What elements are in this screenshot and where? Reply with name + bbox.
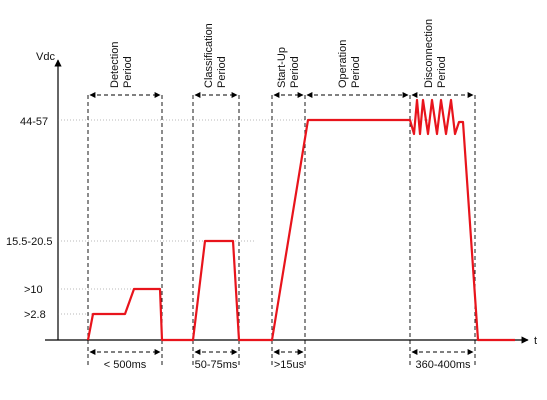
period-label-operation: Operation Period — [337, 40, 362, 88]
period-label-disconnection: Disconnection Period — [423, 19, 448, 88]
period-label-disconnection-line1: Disconnection — [423, 19, 435, 88]
y-axis-label: Vdc — [36, 51, 55, 63]
period-label-classification-line2: Period — [216, 56, 228, 88]
period-label-classification: Classification Period — [203, 23, 228, 88]
x-axis-label: t — [534, 335, 537, 347]
period-label-detection: Detection Period — [109, 42, 134, 88]
level-label-2-8: >2.8 — [24, 309, 46, 321]
period-label-disconnection-line2: Period — [436, 56, 448, 88]
level-label-44-57: 44-57 — [20, 116, 48, 128]
period-label-operation-line2: Period — [350, 56, 362, 88]
period-label-startup: Start-Up Period — [276, 47, 301, 88]
period-boundaries — [87, 95, 476, 365]
level-label-10: >10 — [24, 284, 43, 296]
duration-label-startup: >15us — [274, 359, 305, 371]
duration-label-disconnection: 360-400ms — [415, 359, 471, 371]
period-label-startup-line2: Period — [289, 56, 301, 88]
duration-label-detection: < 500ms — [104, 359, 147, 371]
voltage-waveform — [86, 98, 515, 342]
period-label-operation-line1: Operation — [337, 40, 349, 88]
level-label-15-5-20-5: 15.5-20.5 — [6, 236, 52, 248]
period-label-startup-line1: Start-Up — [276, 47, 288, 88]
duration-label-classification: 50-75ms — [195, 359, 238, 371]
period-label-classification-line1: Classification — [203, 23, 215, 88]
period-label-detection-line1: Detection — [109, 42, 121, 88]
period-label-detection-line2: Period — [122, 56, 134, 88]
level-guides — [58, 119, 430, 315]
